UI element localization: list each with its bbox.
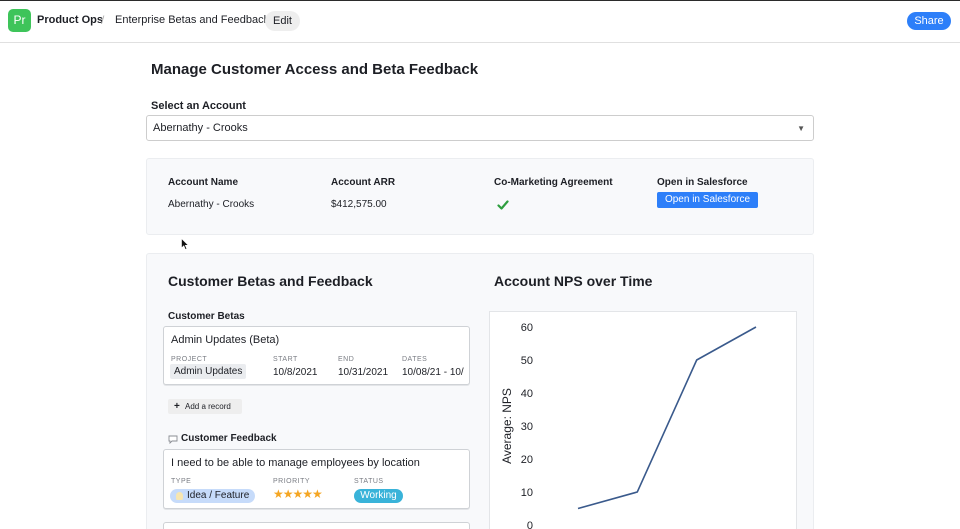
status-chip[interactable]: Working [354, 489, 403, 503]
start-value: 10/8/2021 [273, 367, 318, 378]
y-axis-label: Average: NPS [500, 388, 514, 464]
account-arr-label: Account ARR [331, 177, 396, 188]
feedback-record-card[interactable]: I need to be able to manage employees by… [163, 449, 470, 509]
customer-betas-label: Customer Betas [168, 311, 245, 322]
dates-label: DATES [402, 356, 428, 363]
edit-button[interactable]: Edit [265, 11, 300, 31]
breadcrumb-page[interactable]: Enterprise Betas and Feedback [115, 14, 270, 26]
add-record-button[interactable]: + Add a record [168, 399, 242, 414]
end-label: END [338, 356, 355, 363]
account-name-value: Abernathy - Crooks [168, 199, 255, 210]
y-tick-label: 60 [521, 322, 533, 334]
chevron-down-icon[interactable]: ▼ [797, 124, 805, 133]
breadcrumb-separator: / [101, 13, 105, 27]
account-select-value: Abernathy - Crooks [153, 122, 248, 134]
nps-chart: 0 10 20 30 40 50 60 Average: NPS [500, 322, 757, 529]
add-record-label: Add a record [185, 402, 231, 411]
betas-section-title: Customer Betas and Feedback [168, 273, 373, 289]
app-icon[interactable]: Pr [8, 9, 31, 32]
start-label: START [273, 356, 298, 363]
end-value: 10/31/2021 [338, 367, 389, 378]
feedback-record-card-next[interactable] [163, 522, 470, 529]
priority-rating[interactable]: ★★★★★ [273, 487, 323, 501]
account-arr-value: $412,575.00 [331, 199, 387, 210]
check-icon [497, 200, 509, 210]
open-in-salesforce-button[interactable]: Open in Salesforce [657, 192, 758, 208]
y-tick-label: 40 [521, 388, 533, 400]
y-tick-label: 0 [527, 520, 533, 529]
nps-chart-title: Account NPS over Time [494, 273, 653, 289]
type-value: Idea / Feature [187, 490, 250, 501]
beta-record-card[interactable]: Admin Updates (Beta) PROJECT Admin Updat… [163, 326, 470, 385]
status-label: STATUS [354, 478, 384, 485]
nps-series-line [577, 326, 757, 510]
y-tick-label: 50 [521, 355, 533, 367]
y-tick-label: 30 [521, 421, 533, 433]
dates-value: 10/08/21 - 10/ [402, 367, 464, 378]
breadcrumb-app[interactable]: Product Ops [37, 14, 104, 26]
top-bar: Pr Product Ops / Enterprise Betas and Fe… [0, 0, 960, 43]
plus-icon: + [174, 401, 180, 412]
account-name-label: Account Name [168, 177, 239, 188]
account-select[interactable]: Abernathy - Crooks ▼ [146, 115, 814, 141]
speech-bubble-icon [168, 435, 178, 444]
type-label: TYPE [171, 478, 192, 485]
window-edge [0, 0, 960, 1]
feedback-record-title: I need to be able to manage employees by… [171, 457, 420, 469]
project-label: PROJECT [171, 356, 208, 363]
priority-label: PRIORITY [273, 478, 311, 485]
customer-feedback-label: Customer Feedback [181, 433, 277, 444]
project-chip[interactable]: Admin Updates [170, 364, 247, 379]
account-select-label: Select an Account [151, 100, 246, 112]
comarketing-label: Co-Marketing Agreement [494, 177, 613, 188]
page-title: Manage Customer Access and Beta Feedback [151, 61, 479, 78]
share-button[interactable]: Share [907, 12, 951, 30]
y-tick-label: 10 [521, 487, 533, 499]
lightbulb-icon [176, 492, 183, 500]
y-tick-label: 20 [521, 454, 533, 466]
nps-chart-container: 0 10 20 30 40 50 60 Average: NPS [489, 311, 797, 529]
salesforce-label: Open in Salesforce [657, 177, 748, 188]
type-chip[interactable]: Idea / Feature [170, 489, 255, 503]
pointer-icon [181, 238, 189, 250]
beta-record-title: Admin Updates (Beta) [171, 334, 280, 346]
